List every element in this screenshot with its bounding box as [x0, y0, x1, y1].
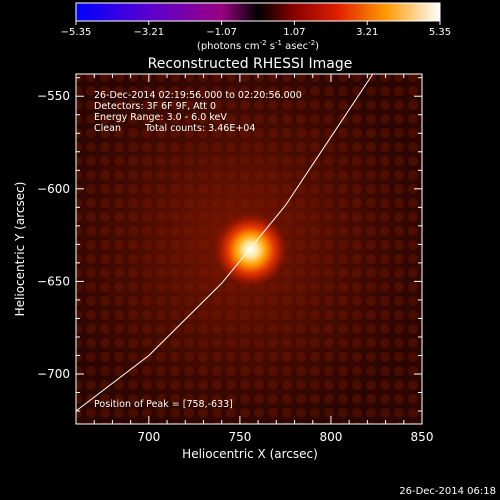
- colorbar: [75, 2, 441, 22]
- y-tick-label: −600: [37, 182, 70, 196]
- annotation-time-range: 26-Dec-2014 02:19:56.000 to 02:20:56.000: [94, 90, 302, 101]
- annotation-energy-range: Energy Range: 3.0 - 6.0 keV: [94, 112, 227, 123]
- y-tick-label: −650: [37, 274, 70, 288]
- x-tick-label: 700: [137, 430, 160, 444]
- y-axis-ticks: −550 −600 −650 −700: [37, 77, 422, 412]
- colorbar-tick-label: 1.07: [283, 27, 305, 38]
- colorbar-tick-label: −3.21: [133, 27, 164, 38]
- colorbar-tick-label: −5.35: [61, 27, 92, 38]
- colorbar-units-label: (photons cm-2 s-1 asec-2): [197, 39, 319, 52]
- heatmap-image: [76, 74, 422, 424]
- x-axis-label: Heliocentric X (arcsec): [182, 447, 318, 461]
- y-tick-label: −700: [37, 367, 70, 381]
- colorbar-tick-label: 5.35: [429, 27, 451, 38]
- timestamp: 26-Dec-2014 06:18: [399, 486, 496, 497]
- colorbar-tick-label: −1.07: [206, 27, 237, 38]
- colorbar-tick-label: 3.21: [356, 27, 378, 38]
- annotation-peak-position: Position of Peak = [758,-633]: [94, 399, 233, 410]
- y-axis-label: Heliocentric Y (arcsec): [13, 182, 27, 317]
- colorbar-ticks: −5.35 −3.21 −1.07 1.07 3.21 5.35: [61, 21, 451, 38]
- annotation-total-counts: Total counts: 3.46E+04: [144, 123, 255, 134]
- plot-frame: [75, 73, 423, 425]
- chart-title: Reconstructed RHESSI Image: [148, 56, 353, 72]
- peak-source: [214, 213, 287, 286]
- y-tick-label: −550: [37, 89, 70, 103]
- x-axis-ticks: 700 750 800 850: [93, 74, 434, 444]
- annotation-detectors: Detectors: 3F 6F 9F, Att 0: [94, 101, 216, 112]
- solar-limb-curve: [76, 74, 374, 412]
- x-tick-label: 750: [228, 430, 251, 444]
- x-tick-label: 850: [411, 430, 434, 444]
- annotation-clean: Clean: [94, 123, 121, 134]
- x-tick-label: 800: [319, 430, 342, 444]
